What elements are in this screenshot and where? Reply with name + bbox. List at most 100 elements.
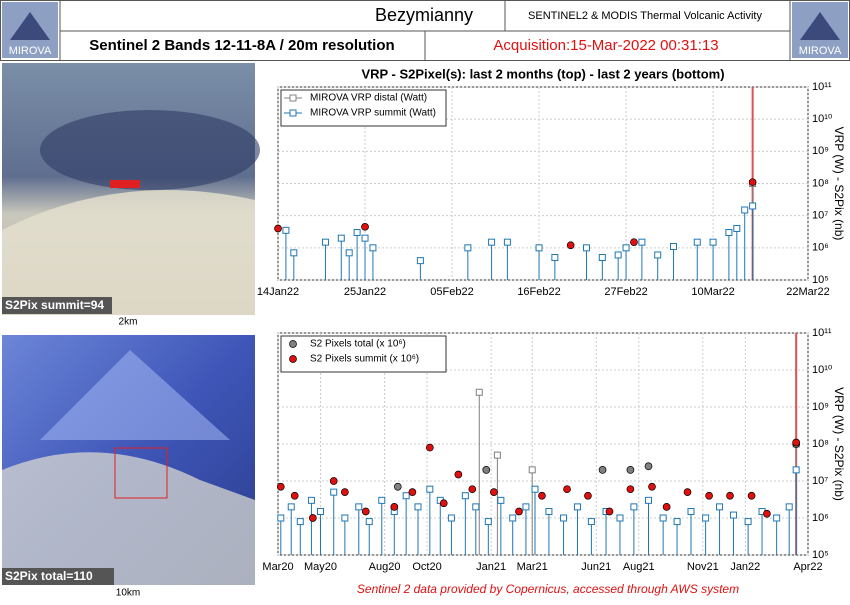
point <box>773 514 781 522</box>
point <box>490 488 498 496</box>
legend-swatch <box>289 109 297 117</box>
point <box>648 482 656 491</box>
point <box>662 503 671 511</box>
point <box>583 244 591 252</box>
y-tick-label: 10⁶ <box>812 512 829 524</box>
y-tick-label: 10¹¹ <box>812 327 832 339</box>
point <box>482 466 491 474</box>
legend-label: S2 Pixels summit (x 10⁶) <box>310 354 419 365</box>
point <box>538 491 546 500</box>
image-feature <box>40 110 260 190</box>
point <box>321 238 329 246</box>
x-tick-label: Aug20 <box>369 561 401 573</box>
point <box>468 485 477 494</box>
point <box>290 249 298 257</box>
point <box>726 491 734 500</box>
point <box>276 482 285 491</box>
point <box>670 243 678 251</box>
point <box>645 496 653 504</box>
footer: Sentinel 2 data provided by Copernicus, … <box>357 582 739 596</box>
x-tick-label: Nov21 <box>687 561 719 573</box>
image-feature <box>2 190 255 315</box>
point <box>316 507 324 515</box>
x-tick-label: 27Feb22 <box>604 286 647 298</box>
logo-text: MIROVA <box>9 45 52 57</box>
image-feature <box>40 350 230 440</box>
legend <box>280 335 447 373</box>
point <box>545 507 553 515</box>
point <box>626 485 635 494</box>
point <box>393 482 402 491</box>
point <box>515 507 523 516</box>
point <box>355 503 363 511</box>
point <box>551 254 559 262</box>
point <box>654 251 662 259</box>
point <box>361 507 370 516</box>
point <box>644 462 653 471</box>
point <box>472 503 480 511</box>
legend-label: MIROVA VRP summit (Watt) <box>310 108 436 119</box>
point <box>378 496 386 504</box>
point <box>785 503 793 511</box>
point <box>454 470 463 479</box>
bands: Sentinel 2 Bands 12-11-8A / 20m resoluti… <box>89 37 394 54</box>
image-feature <box>2 452 255 585</box>
point <box>416 257 424 265</box>
x-tick-label: 16Feb22 <box>517 286 560 298</box>
point <box>744 518 752 526</box>
point <box>702 514 710 522</box>
point <box>353 228 361 236</box>
point <box>693 238 701 246</box>
point <box>709 238 717 246</box>
point <box>461 492 469 500</box>
scale-label: 10km <box>116 588 140 599</box>
point <box>475 388 483 396</box>
point <box>329 477 338 485</box>
point <box>622 244 630 252</box>
point <box>566 241 575 250</box>
x-tick-label: 10Mar22 <box>691 286 734 298</box>
x-tick-label: 14Jan22 <box>257 286 299 298</box>
y-tick-label: 10¹⁰ <box>812 113 833 125</box>
y-tick-label: 10⁹ <box>812 145 829 157</box>
point <box>531 485 539 493</box>
y-tick-label: 10¹⁰ <box>812 364 833 376</box>
point <box>447 514 455 522</box>
point <box>560 514 568 522</box>
point <box>341 488 349 496</box>
point <box>535 244 543 252</box>
x-tick-label: 05Feb22 <box>430 286 473 298</box>
point <box>414 503 422 511</box>
subtitle: SENTINEL2 & MODIS Thermal Volcanic Activ… <box>528 10 762 22</box>
logo-icon <box>10 12 50 40</box>
x-tick-label: Oct20 <box>412 561 441 573</box>
point <box>733 224 741 232</box>
point <box>296 518 304 526</box>
legend-swatch <box>289 355 297 363</box>
point <box>369 244 377 252</box>
point <box>308 514 317 522</box>
point <box>528 466 536 474</box>
point <box>741 206 749 214</box>
legend-swatch <box>289 94 297 102</box>
point <box>425 443 434 452</box>
point <box>426 485 434 493</box>
point <box>614 251 622 259</box>
point <box>337 234 345 242</box>
point <box>361 222 369 231</box>
point <box>282 226 290 234</box>
point <box>598 466 607 474</box>
point <box>716 503 724 511</box>
x-tick-label: Jan22 <box>730 561 760 573</box>
point <box>573 503 581 511</box>
point <box>503 238 511 246</box>
point <box>673 518 681 526</box>
y-tick-label: 10⁶ <box>812 242 829 254</box>
point <box>792 466 800 474</box>
point <box>274 224 282 233</box>
point <box>277 514 285 522</box>
x-tick-label: Jun21 <box>581 561 611 573</box>
y-tick-label: 10⁷ <box>812 210 828 222</box>
label-bg <box>2 568 114 585</box>
